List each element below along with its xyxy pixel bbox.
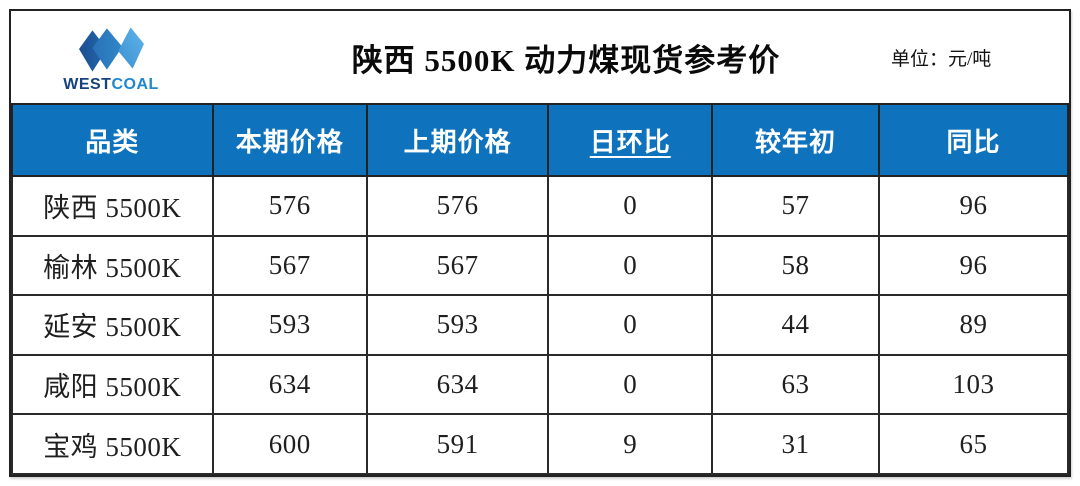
value-cell: 58 <box>711 234 880 297</box>
value-cell: 0 <box>547 175 714 237</box>
value-cell: 65 <box>877 413 1070 475</box>
category-cell: 陕西 5500K <box>11 175 214 237</box>
value-cell: 591 <box>365 413 550 475</box>
column-header: 本期价格 <box>211 103 368 177</box>
column-header: 日环比 <box>547 103 714 177</box>
column-header: 较年初 <box>711 103 880 177</box>
value-cell: 567 <box>211 234 368 297</box>
table-row: 宝鸡 5500K 600 591 9 31 65 <box>11 413 1070 475</box>
logo-diamond-mid <box>92 27 123 70</box>
table-row: 咸阳 5500K 634 634 0 63 103 <box>11 353 1070 416</box>
westcoal-logo: WESTCOAL <box>11 22 211 93</box>
column-header: 品类 <box>11 103 214 177</box>
report-title: 陕西 5500K 动力煤现货参考价 <box>351 42 781 78</box>
value-cell: 567 <box>365 234 550 297</box>
value-cell: 63 <box>711 353 880 416</box>
value-cell: 0 <box>547 234 714 297</box>
table-row: 榆林 5500K 567 567 0 58 96 <box>11 234 1070 297</box>
logo-diamond-light <box>118 26 144 69</box>
table-body: 陕西 5500K 576 576 0 57 96 榆林 5500K 567 567 0 58 96 延安… <box>11 175 1070 475</box>
category-cell: 延安 5500K <box>11 294 214 356</box>
value-cell: 31 <box>711 413 880 475</box>
value-cell: 593 <box>365 294 550 356</box>
value-cell: 634 <box>365 353 550 416</box>
value-cell: 576 <box>211 175 368 237</box>
wordmark-west: WEST <box>63 75 112 93</box>
value-cell: 634 <box>211 353 368 416</box>
westcoal-logo-icon <box>79 26 144 72</box>
category-cell: 榆林 5500K <box>11 234 214 297</box>
value-cell: 593 <box>211 294 368 356</box>
value-cell: 0 <box>547 294 714 356</box>
category-cell: 宝鸡 5500K <box>11 413 214 475</box>
report-header: WESTCOAL 陕西 5500K 动力煤现货参考价 单位：元/吨 <box>11 11 1069 103</box>
wordmark-coal: COAL <box>111 75 159 93</box>
value-cell: 576 <box>365 175 550 237</box>
value-cell: 9 <box>547 413 714 475</box>
table-header-row: 品类 本期价格 上期价格 日环比 较年初 同比 <box>11 103 1070 177</box>
value-cell: 57 <box>711 175 880 237</box>
price-table: 品类 本期价格 上期价格 日环比 较年初 同比 陕西 5500K 576 576 0 57 96 榆林… <box>11 103 1070 475</box>
category-cell: 咸阳 5500K <box>11 353 214 416</box>
value-cell: 89 <box>877 294 1070 356</box>
table-row: 延安 5500K 593 593 0 44 89 <box>11 294 1070 356</box>
value-cell: 96 <box>877 234 1070 297</box>
value-cell: 44 <box>711 294 880 356</box>
value-cell: 96 <box>877 175 1070 237</box>
value-cell: 103 <box>877 353 1070 416</box>
table-row: 陕西 5500K 576 576 0 57 96 <box>11 175 1070 237</box>
value-cell: 0 <box>547 353 714 416</box>
column-header: 上期价格 <box>365 103 550 177</box>
price-report-card: WESTCOAL 陕西 5500K 动力煤现货参考价 单位：元/吨 品类 本期价格… <box>9 9 1071 477</box>
westcoal-wordmark: WESTCOAL <box>63 75 159 93</box>
value-cell: 600 <box>211 413 368 475</box>
unit-label: 单位：元/吨 <box>891 48 992 70</box>
column-header: 同比 <box>877 103 1070 177</box>
